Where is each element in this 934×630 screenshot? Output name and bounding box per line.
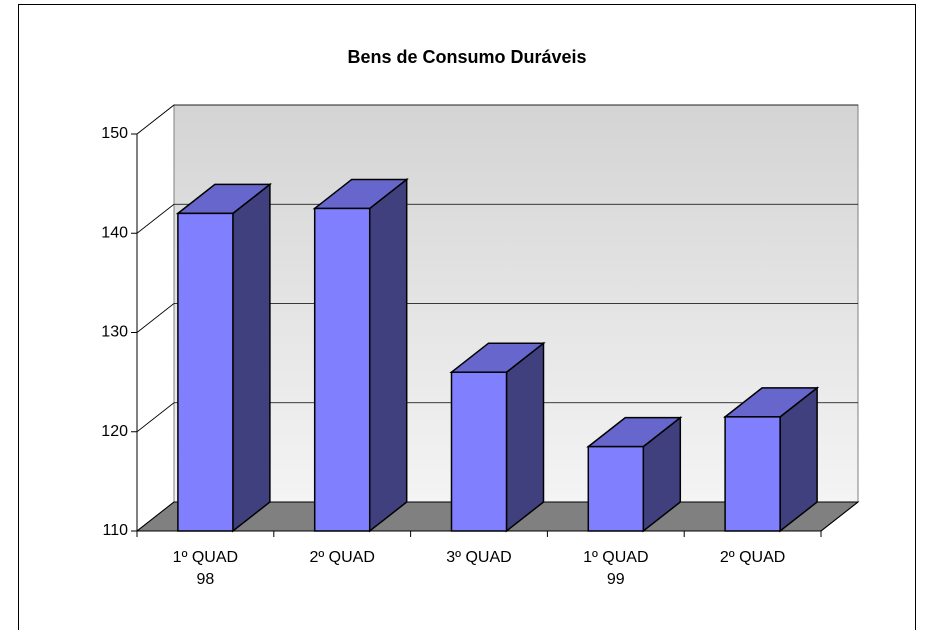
chart-title: Bens de Consumo Duráveis	[347, 47, 586, 67]
x-tick-label: 2º QUAD	[309, 549, 375, 566]
bar	[450, 371, 508, 532]
grid-line	[136, 203, 175, 234]
grid-line	[136, 501, 175, 532]
y-tick-label: 110	[102, 522, 128, 539]
bar	[587, 445, 645, 532]
y-tick-label: 120	[101, 423, 128, 440]
grid-line	[136, 104, 175, 135]
x-tick-label: 1º QUAD 98	[172, 549, 239, 588]
x-tick-label: 3º QUAD	[446, 549, 512, 566]
grid-line	[136, 402, 175, 433]
bar-side	[368, 177, 408, 533]
bar	[724, 416, 781, 532]
x-tick-label: 2º QUAD	[719, 549, 786, 566]
bar	[313, 207, 371, 532]
x-axis-depth	[820, 501, 859, 532]
y-tick-label: 140	[101, 224, 128, 241]
y-tick-label: 150	[101, 125, 128, 142]
bar-side	[232, 182, 271, 533]
x-tick-label: 1º QUAD 99	[583, 549, 649, 588]
bar	[177, 212, 234, 532]
bar-side	[505, 341, 545, 533]
grid-line	[136, 303, 175, 333]
y-tick-label: 130	[101, 324, 128, 341]
